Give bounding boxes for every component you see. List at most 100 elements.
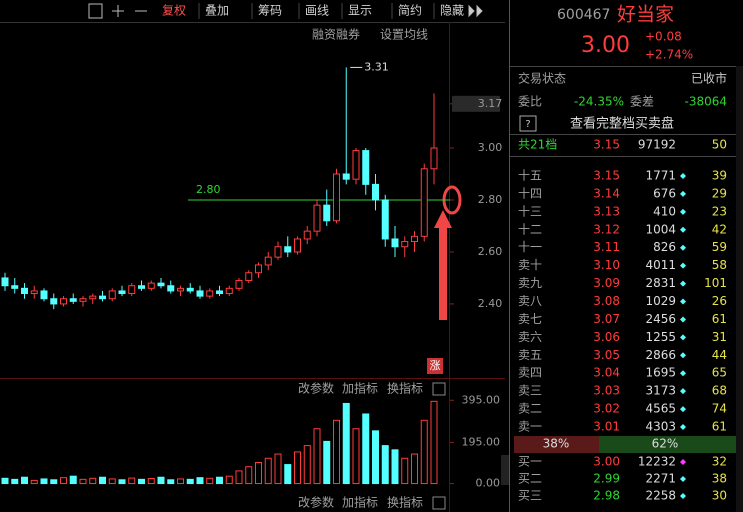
candle-body [21,287,28,295]
candle-body [177,287,184,292]
candle-body [264,256,272,266]
level-volume: 1029 [645,294,676,308]
toolbar-button[interactable]: 隐藏 [440,4,464,18]
level-label: 卖九 [518,276,542,290]
level-price: 3.06 [593,330,620,344]
full-book-link[interactable]: 查看完整档买卖盘 [570,116,674,132]
summary-price: 3.15 [593,138,620,152]
candle-body [40,290,48,300]
level-volume: 2831 [645,276,676,290]
y-tick-label: 3.00 [478,141,503,154]
help-icon[interactable] [519,115,537,132]
control[interactable]: 设置均线 [380,28,428,42]
level-count: 39 [712,169,727,183]
status-label: 交易状态 [518,71,566,86]
volume-bar [255,461,262,485]
candle-body [157,282,165,287]
level-marker [680,298,686,305]
level-volume: 2456 [645,312,676,326]
volume-bar [1,477,9,485]
level-label: 卖四 [518,366,542,380]
volume-bar [196,477,204,485]
volume-bar [30,479,38,485]
price-line-label: 2.80 [196,183,221,196]
level-price: 3.02 [593,402,620,416]
volume-bar [430,400,438,485]
volume-bar [128,477,136,485]
level-volume: 410 [653,204,676,218]
candle-body [342,173,350,180]
summary-label: 共21档 [518,138,557,152]
level-count: 31 [712,330,727,344]
level-marker [680,493,686,499]
icon-box[interactable] [88,3,103,19]
toolbar-button[interactable]: 画线 [305,4,329,18]
toolbar-button[interactable]: 叠加 [205,4,229,18]
toolbar-icons [88,3,483,19]
level-marker [680,334,686,341]
level-volume: 2258 [645,489,676,503]
volume-bar [60,477,67,485]
indicator-button[interactable]: 换指标 [387,381,423,396]
level-price: 2.99 [593,472,620,486]
level-price: 3.04 [593,366,620,380]
indicator-button[interactable]: 换指标 [387,495,423,510]
close-button[interactable] [432,382,446,396]
level-count: 61 [712,420,727,434]
indicator-button[interactable]: 改参数 [298,381,334,396]
candle-body [303,230,311,240]
icon-more[interactable] [468,4,483,18]
toolbar-button[interactable]: 复权 [162,4,186,18]
level-volume: 3173 [645,384,676,398]
volume-bar [167,479,175,485]
candle-body [69,298,77,302]
volume-bar [118,479,126,485]
level-volume: 4565 [645,402,676,416]
side-edge [736,66,743,512]
volume-bar [157,476,165,485]
ratio-value: -24.35% [574,95,624,109]
close-button[interactable] [432,496,446,510]
level-count: 29 [712,186,727,200]
level-count: 61 [712,312,727,326]
volume-bar [391,449,399,485]
indicator-button[interactable]: 加指标 [342,495,378,510]
candle-body [333,173,340,222]
toolbar-button[interactable]: 筹码 [258,4,282,18]
split-buy [599,436,736,453]
volume-bar [89,477,97,485]
volume-bar [264,457,272,485]
candle-body [391,238,399,248]
level-price: 3.07 [593,312,620,326]
candle-body [235,280,243,289]
level-marker [680,262,686,269]
level-price: 3.05 [593,348,620,362]
level-label: 卖二 [518,402,542,416]
status-value: 已收市 [691,71,727,86]
level-price: 3.13 [593,204,620,218]
indicator-button[interactable]: 加指标 [342,381,378,396]
control[interactable]: 融资融券 [312,27,360,42]
level-volume: 1004 [645,222,676,236]
toolbar-button[interactable]: 显示 [348,4,372,18]
level-count: 23 [712,204,727,218]
toolbar-button[interactable]: 简约 [398,3,422,18]
level-count: 26 [712,294,727,308]
level-marker [680,424,686,431]
level-volume: 1255 [645,330,676,344]
level-marker [680,244,686,251]
candle-body [245,272,253,282]
level-volume: 1771 [645,169,676,183]
level-price: 3.11 [593,240,620,254]
level-count: 68 [712,384,727,398]
volume-bar [411,453,418,485]
y-tick-label: 3.17 [478,97,503,110]
volume-bar [352,428,360,485]
candle-body [50,298,58,305]
collapse-handle[interactable] [501,455,509,485]
indicator-button[interactable]: 改参数 [298,495,334,510]
last-price: 3.00 [581,33,630,58]
volume-bar [381,445,389,485]
volume-bar [362,413,370,485]
